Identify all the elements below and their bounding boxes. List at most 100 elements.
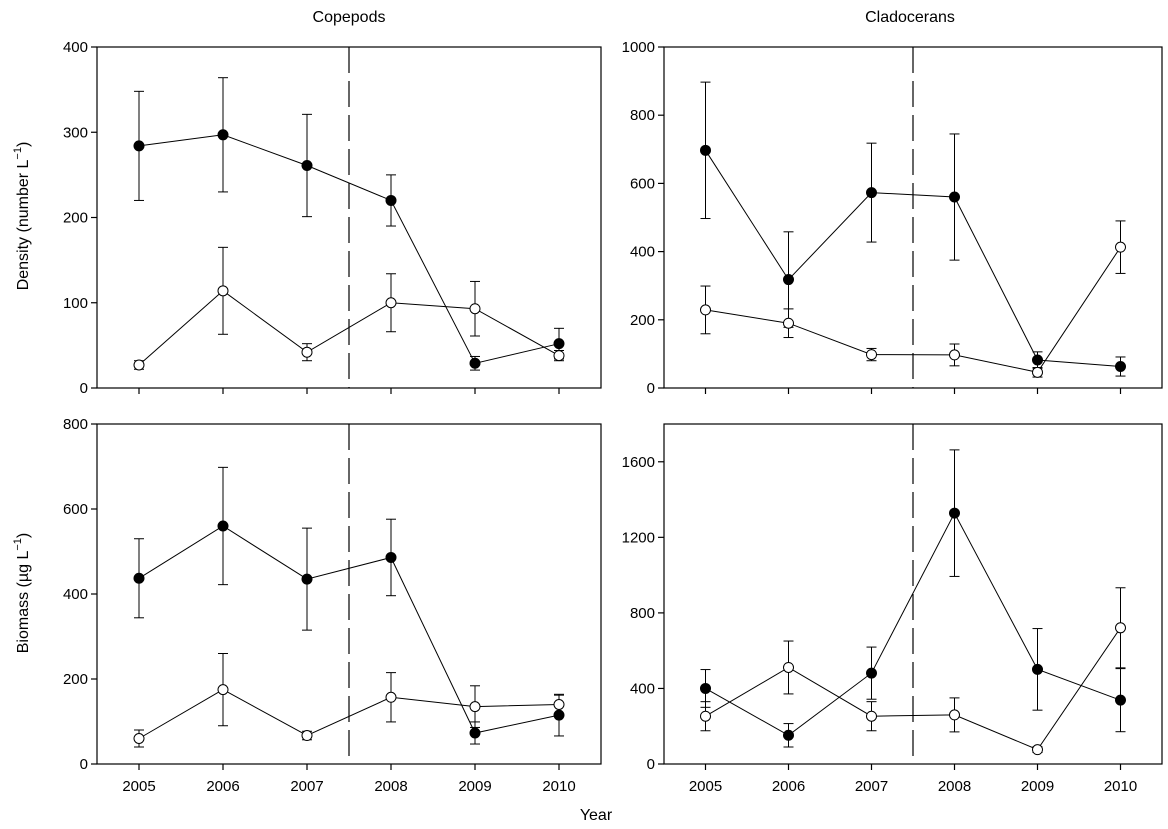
x-tick-label: 2009 <box>1021 778 1054 795</box>
data-point <box>217 520 229 532</box>
data-point <box>469 357 481 369</box>
panel-cladocerans-density: 0 200 400 600 800 1000 <box>622 39 1163 397</box>
data-point <box>783 661 794 673</box>
data-point <box>1115 361 1126 373</box>
x-tick-label: 2007 <box>855 778 888 795</box>
y-tick-label: 100 <box>63 295 88 312</box>
data-point <box>385 691 397 703</box>
data-point <box>1032 663 1043 675</box>
data-point <box>949 507 960 519</box>
data-point <box>301 573 313 585</box>
column-title-cladocerans: Cladocerans <box>865 9 955 26</box>
data-point <box>1032 354 1043 366</box>
y-tick-label: 600 <box>630 175 655 192</box>
series-open <box>700 220 1126 378</box>
data-point <box>469 303 481 315</box>
data-point <box>1115 622 1126 634</box>
density-axis-title-sup: −1 <box>12 147 24 160</box>
series-open <box>133 246 565 371</box>
biomass-axis-title: Biomass (µg L−1) <box>12 533 32 653</box>
x-axis-title-year: Year <box>580 807 613 824</box>
density-axis-title-main: Density (number L <box>15 159 32 290</box>
y-tick-label: 0 <box>80 756 88 773</box>
data-point <box>700 144 711 156</box>
data-point <box>866 710 877 722</box>
data-point <box>949 709 960 721</box>
data-point <box>1032 366 1043 378</box>
x-tick-label: 2008 <box>374 778 407 795</box>
biomass-axis-title-main: Biomass (µg L <box>15 551 32 654</box>
y-tick-label: 300 <box>63 124 88 141</box>
series-line <box>138 525 560 734</box>
biomass-axis-title-end: ) <box>15 533 32 538</box>
series-line <box>705 512 1121 736</box>
data-point <box>553 699 565 710</box>
data-point <box>783 317 794 329</box>
data-point <box>301 730 313 742</box>
data-point <box>469 701 481 713</box>
y-tick-label: 1000 <box>622 39 655 56</box>
x-tick-label: 2005 <box>122 778 155 795</box>
biomass-axis-title-sup: −1 <box>12 538 24 551</box>
panel-cladocerans-biomass: 0 400 800 1200 1600 2005 2006 2007 2008 2009 2010 <box>622 423 1163 795</box>
y-tick-label: 400 <box>63 586 88 603</box>
data-point <box>217 285 229 297</box>
y-tick-label: 400 <box>63 39 88 56</box>
data-point <box>1115 694 1126 706</box>
data-point <box>385 297 397 309</box>
data-point <box>783 729 794 741</box>
y-tick-label: 0 <box>647 380 655 397</box>
series-line <box>705 627 1121 751</box>
data-point <box>866 349 877 361</box>
y-tick-label: 1600 <box>622 454 655 471</box>
y-tick-label: 800 <box>63 416 88 433</box>
data-point <box>783 274 794 286</box>
data-point <box>133 140 145 152</box>
density-axis-title: Density (number L−1) <box>12 142 32 291</box>
y-tick-label: 800 <box>630 605 655 622</box>
series-line <box>138 290 560 366</box>
x-tick-label: 2008 <box>938 778 971 795</box>
data-point <box>469 727 481 739</box>
series-line <box>138 689 560 739</box>
data-point <box>133 572 145 584</box>
series-line <box>138 134 560 364</box>
data-point <box>133 733 145 744</box>
y-tick-label: 400 <box>630 244 655 261</box>
density-axis-title-end: ) <box>15 142 32 147</box>
series-open <box>133 653 565 748</box>
data-point <box>553 350 565 362</box>
y-tick-label: 600 <box>63 501 88 518</box>
data-point <box>217 129 229 141</box>
panel-copepods-density: 0 100 200 300 400 <box>63 39 602 397</box>
data-point <box>700 304 711 316</box>
x-tick-label: 2006 <box>772 778 805 795</box>
x-tick-label: 2009 <box>458 778 491 795</box>
series-line <box>705 246 1121 373</box>
data-point <box>301 346 313 358</box>
y-tick-label: 0 <box>647 756 655 773</box>
data-point <box>700 710 711 722</box>
series-line <box>705 150 1121 367</box>
series-open <box>700 587 1126 756</box>
series-filled <box>700 449 1126 748</box>
x-tick-label: 2005 <box>689 778 722 795</box>
data-point <box>133 359 145 371</box>
panel-copepods-biomass: 0 200 400 600 800 2005 2006 2007 2008 2009 2010 <box>63 416 602 795</box>
y-tick-label: 400 <box>630 680 655 697</box>
data-point <box>949 349 960 361</box>
y-tick-label: 200 <box>630 312 655 329</box>
data-point <box>553 338 565 350</box>
data-point <box>301 159 313 171</box>
y-tick-label: 1200 <box>622 529 655 546</box>
data-point <box>866 667 877 679</box>
series-filled <box>133 77 565 371</box>
x-tick-label: 2007 <box>290 778 323 795</box>
data-point <box>949 191 960 203</box>
data-point <box>385 551 397 563</box>
y-tick-label: 200 <box>63 210 88 227</box>
series-filled <box>133 466 565 745</box>
y-tick-label: 200 <box>63 671 88 688</box>
data-point <box>385 194 397 206</box>
